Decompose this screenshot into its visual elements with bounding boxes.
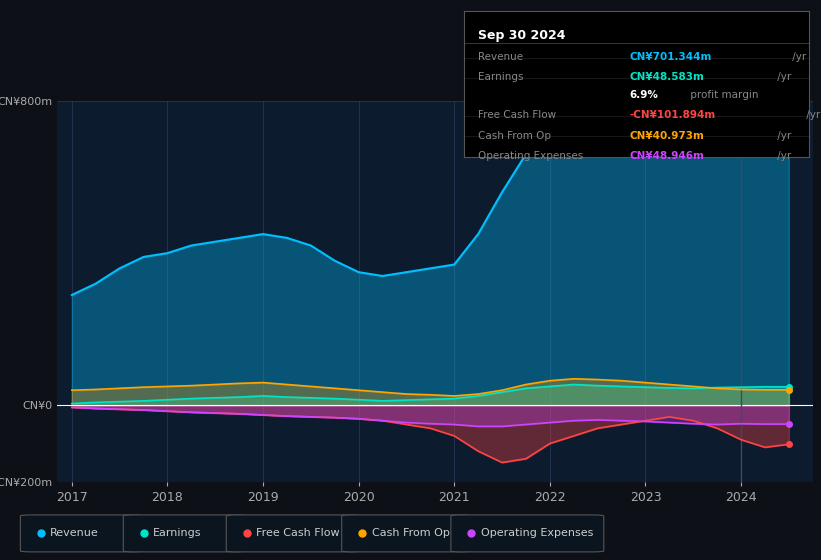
Text: Operating Expenses: Operating Expenses [481, 529, 594, 538]
Text: Sep 30 2024: Sep 30 2024 [478, 29, 565, 41]
Text: Earnings: Earnings [478, 72, 523, 82]
FancyBboxPatch shape [227, 515, 360, 552]
Text: CN¥48.583m: CN¥48.583m [630, 72, 704, 82]
Text: Free Cash Flow: Free Cash Flow [256, 529, 340, 538]
FancyBboxPatch shape [342, 515, 470, 552]
Text: Operating Expenses: Operating Expenses [478, 151, 583, 161]
Text: 6.9%: 6.9% [630, 90, 658, 100]
Text: CN¥701.344m: CN¥701.344m [630, 52, 712, 62]
Text: Revenue: Revenue [478, 52, 523, 62]
Text: Revenue: Revenue [50, 529, 99, 538]
Text: /yr: /yr [803, 110, 820, 120]
Text: /yr: /yr [774, 151, 791, 161]
Text: -CN¥101.894m: -CN¥101.894m [630, 110, 716, 120]
Text: Cash From Op: Cash From Op [478, 130, 551, 141]
FancyBboxPatch shape [21, 515, 142, 552]
Text: CN¥48.946m: CN¥48.946m [630, 151, 704, 161]
Text: Cash From Op: Cash From Op [372, 529, 450, 538]
Text: /yr: /yr [789, 52, 806, 62]
FancyBboxPatch shape [123, 515, 245, 552]
Text: CN¥40.973m: CN¥40.973m [630, 130, 704, 141]
FancyBboxPatch shape [451, 515, 603, 552]
Text: /yr: /yr [774, 130, 791, 141]
Text: Earnings: Earnings [154, 529, 202, 538]
Text: /yr: /yr [774, 72, 791, 82]
Text: profit margin: profit margin [687, 90, 759, 100]
Text: Free Cash Flow: Free Cash Flow [478, 110, 556, 120]
